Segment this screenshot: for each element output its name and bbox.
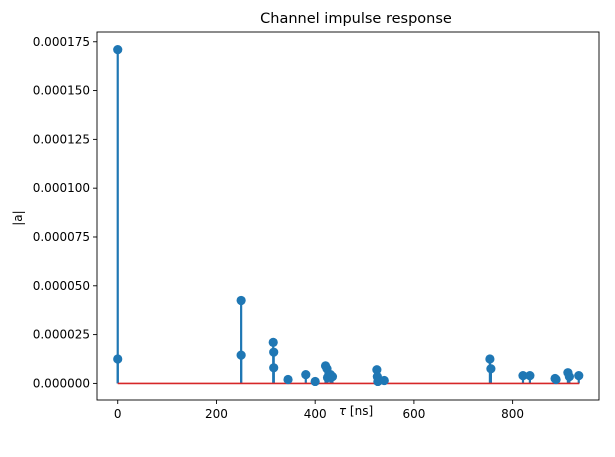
- stem-marker: [236, 295, 246, 306]
- x-tick-label: 0: [114, 407, 122, 421]
- stem-marker: [268, 337, 278, 348]
- stem-marker: [283, 374, 293, 385]
- y-tick-label: 0.000025: [33, 328, 90, 342]
- y-axis: 0.000000 0.000025 0.000050 0.000075 0.000100…: [33, 35, 97, 390]
- y-tick-label: 0.000075: [33, 230, 90, 244]
- y-tick-label: 0.000000: [33, 376, 90, 390]
- x-axis-label: τ [ns]: [339, 404, 373, 418]
- stem-marker: [269, 347, 279, 357]
- plot-area: [113, 44, 584, 387]
- stem-marker: [564, 371, 574, 382]
- y-tick-label: 0.000150: [33, 84, 90, 98]
- stem-marker: [310, 376, 320, 387]
- plot-frame: [96, 31, 600, 401]
- stem-marker: [327, 371, 338, 382]
- stem-marker: [236, 350, 246, 360]
- y-tick-label: 0.000100: [33, 181, 90, 195]
- stem-marker: [485, 354, 495, 364]
- y-axis-label: |a|: [11, 210, 25, 225]
- stem-marker: [551, 374, 561, 385]
- stem-marker: [372, 365, 382, 375]
- x-axis: 0 200 400 600 800: [114, 400, 524, 421]
- x-tick-label: 400: [304, 407, 327, 421]
- y-tick-label: 0.000125: [33, 132, 90, 146]
- stem-marker: [269, 363, 279, 373]
- chart-title: Channel impulse response: [260, 11, 452, 27]
- x-tick-label: 800: [501, 407, 524, 421]
- stem-marker: [379, 375, 389, 386]
- stem-marker: [301, 370, 311, 380]
- stem-marker: [525, 370, 535, 381]
- stem-marker: [113, 354, 123, 364]
- x-axis-label-unit: [ns]: [350, 404, 373, 418]
- stem-marker: [486, 364, 496, 374]
- x-tick-label: 200: [205, 407, 228, 421]
- x-axis-label-symbol: τ: [339, 404, 347, 418]
- stem-marker: [113, 44, 123, 55]
- x-tick-label: 600: [402, 407, 425, 421]
- y-tick-label: 0.000050: [33, 279, 90, 293]
- stem-marker: [574, 370, 584, 381]
- y-tick-label: 0.000175: [33, 35, 90, 49]
- stem-marker: [518, 370, 528, 381]
